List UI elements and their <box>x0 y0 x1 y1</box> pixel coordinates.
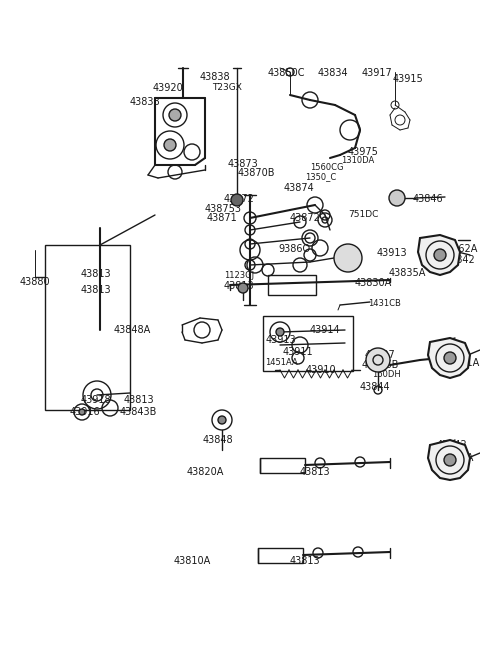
Circle shape <box>389 190 405 206</box>
Circle shape <box>231 194 243 206</box>
Text: 751DC: 751DC <box>348 210 378 219</box>
Text: 43838: 43838 <box>200 72 230 82</box>
Text: 43915: 43915 <box>393 74 424 84</box>
Text: 43813: 43813 <box>81 269 112 279</box>
Text: 43874: 43874 <box>284 183 315 193</box>
Text: 43835A: 43835A <box>389 268 426 278</box>
Text: 1560CG: 1560CG <box>310 163 344 172</box>
Text: 43918: 43918 <box>81 395 112 405</box>
Text: 43872: 43872 <box>290 213 321 223</box>
Text: 43850C: 43850C <box>268 68 305 78</box>
Text: 43813: 43813 <box>224 281 254 291</box>
Text: 43920: 43920 <box>153 83 184 93</box>
Text: 9386O: 9386O <box>278 244 310 254</box>
Circle shape <box>366 348 390 372</box>
Text: 43914: 43914 <box>310 325 341 335</box>
Text: 43837: 43837 <box>365 350 396 360</box>
Text: 160DH: 160DH <box>372 370 401 379</box>
Circle shape <box>444 454 456 466</box>
Text: 43810A: 43810A <box>174 556 211 566</box>
Text: T23GX: T23GX <box>212 83 242 92</box>
Text: 1451AA: 1451AA <box>265 358 298 367</box>
Text: 43913: 43913 <box>266 335 297 345</box>
Circle shape <box>444 352 456 364</box>
Circle shape <box>164 139 176 151</box>
Text: 1123GJ: 1123GJ <box>224 271 254 280</box>
Text: 43813: 43813 <box>81 285 112 295</box>
Text: 43813: 43813 <box>300 467 331 477</box>
Text: 1350_C: 1350_C <box>305 172 336 181</box>
Polygon shape <box>428 440 470 480</box>
Text: 43880: 43880 <box>20 277 50 287</box>
Text: 43911: 43911 <box>283 347 313 357</box>
Polygon shape <box>428 338 470 378</box>
Text: 43813: 43813 <box>290 556 321 566</box>
Circle shape <box>218 416 226 424</box>
Text: 43843B: 43843B <box>120 407 157 417</box>
Text: 43870B: 43870B <box>238 168 276 178</box>
Text: 1310DA: 1310DA <box>341 156 374 165</box>
Circle shape <box>169 109 181 121</box>
Text: 43848A: 43848A <box>114 325 151 335</box>
Text: 43861A: 43861A <box>443 358 480 368</box>
Text: 43871: 43871 <box>207 213 238 223</box>
Circle shape <box>79 409 85 415</box>
Polygon shape <box>418 235 460 275</box>
Circle shape <box>334 244 362 272</box>
Text: 43872: 43872 <box>224 194 255 204</box>
Bar <box>263 316 353 371</box>
Text: 1431CB: 1431CB <box>368 299 401 308</box>
Text: 43917: 43917 <box>362 68 393 78</box>
Bar <box>45 245 130 410</box>
Text: 43846: 43846 <box>413 194 444 204</box>
Text: 43813: 43813 <box>124 395 155 405</box>
Bar <box>258 548 303 563</box>
Bar <box>260 458 305 473</box>
Text: 43820A: 43820A <box>187 467 224 477</box>
Text: 43862A: 43862A <box>441 244 479 254</box>
Text: 43975: 43975 <box>348 147 379 157</box>
Text: 43834: 43834 <box>318 68 348 78</box>
Text: 43847A: 43847A <box>437 453 474 463</box>
Text: 43842: 43842 <box>445 255 476 265</box>
Text: 43910: 43910 <box>306 365 336 375</box>
Text: 43842: 43842 <box>437 440 468 450</box>
Bar <box>268 275 316 295</box>
Text: 43873: 43873 <box>228 159 259 169</box>
Text: 43838: 43838 <box>130 97 161 107</box>
Circle shape <box>276 328 284 336</box>
Text: 438753: 438753 <box>205 204 242 214</box>
Text: 43844: 43844 <box>360 382 391 392</box>
Text: 43848: 43848 <box>203 435 234 445</box>
Text: 43913: 43913 <box>377 248 408 258</box>
Text: 43916: 43916 <box>70 407 101 417</box>
Circle shape <box>238 283 248 293</box>
Text: 43842: 43842 <box>437 348 468 358</box>
Text: 43836B: 43836B <box>362 360 399 370</box>
Text: 43830A: 43830A <box>355 278 392 288</box>
Circle shape <box>434 249 446 261</box>
